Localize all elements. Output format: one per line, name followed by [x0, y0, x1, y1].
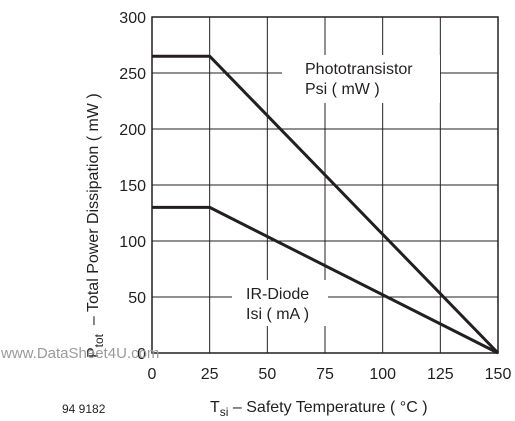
x-axis-subscript: si: [220, 405, 229, 419]
x-tick-label-125: 125: [427, 366, 454, 383]
y-tick-label-150: 150: [119, 178, 146, 195]
plot-border: [151, 16, 499, 354]
x-tick-labels: 0 25 50 75 100 125 150: [148, 366, 512, 383]
y-axis-symbol: P: [85, 347, 102, 358]
y-tick-labels: 0 50 100 150 200 250 300: [119, 10, 146, 363]
y-tick-label-0: 0: [137, 346, 146, 363]
x-tick-label-100: 100: [369, 366, 396, 383]
y-tick-label-300: 300: [119, 10, 146, 27]
x-tick-label-50: 50: [258, 366, 276, 383]
x-tick-label-150: 150: [485, 366, 512, 383]
phototransistor-label-line-2: Psi ( mW ): [305, 81, 380, 98]
y-tick-label-250: 250: [119, 66, 146, 83]
plot-frame: [151, 16, 499, 354]
x-tick-label-25: 25: [201, 366, 219, 383]
x-axis-label: Tsi – Safety Temperature ( °C ): [210, 399, 428, 419]
phototransistor-label-bg: [282, 55, 440, 103]
x-axis-label-text: – Safety Temperature ( °C ): [228, 399, 427, 416]
ir-diode-label-bg: [232, 280, 328, 326]
y-tick-label-200: 200: [119, 122, 146, 139]
x-tick-label-0: 0: [148, 366, 157, 383]
x-tick-label-75: 75: [316, 366, 334, 383]
x-axis-symbol: T: [210, 399, 220, 416]
series-line-phototransistor: [152, 54, 500, 355]
y-axis-label-text: – Total Power Dissipation ( mW ): [85, 93, 102, 334]
ir-diode-label-line-2: Isi ( mA ): [246, 306, 309, 323]
y-axis-label: Ptot – Total Power Dissipation ( mW ): [85, 93, 106, 358]
figure-number: 94 9182: [62, 402, 106, 416]
y-tick-label-50: 50: [128, 290, 146, 307]
curves: [152, 54, 500, 355]
watermark: www.DataSheet4U.com: [0, 345, 159, 362]
y-axis-subscript: tot: [92, 333, 106, 347]
series-labels: Phototransistor Psi ( mW ) IR-Diode Isi ( m…: [246, 61, 413, 323]
phototransistor-label-line-1: Phototransistor: [305, 61, 413, 78]
series-line-ir-diode: [152, 205, 499, 355]
ir-diode-label-line-1: IR-Diode: [246, 286, 309, 303]
y-tick-label-100: 100: [119, 234, 146, 251]
